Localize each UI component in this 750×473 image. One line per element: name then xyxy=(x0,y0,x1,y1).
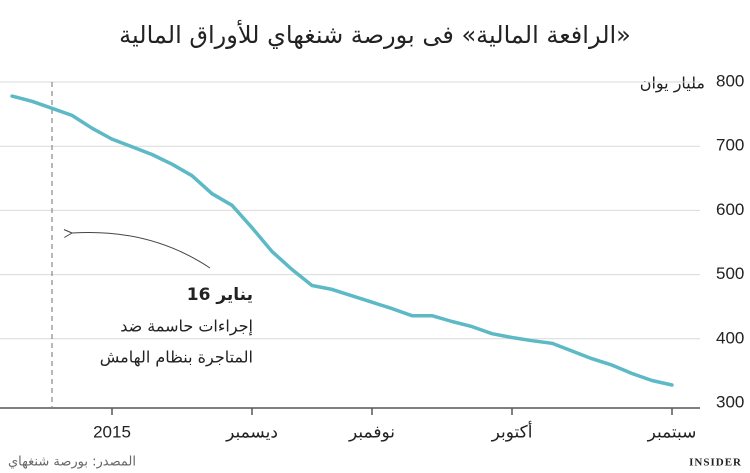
annotation-text: المتاجرة بنظام الهامش xyxy=(100,348,253,368)
brand: INSIDER xyxy=(689,457,742,469)
x-tick-label: أكتوبر xyxy=(491,420,533,442)
x-tick-label: 2015 xyxy=(93,422,131,441)
y-tick-label: 400 xyxy=(716,328,744,347)
y-axis-label: مليار يوان xyxy=(640,74,705,94)
data-line xyxy=(10,94,674,387)
x-tick-label: سبتمبر xyxy=(647,422,697,442)
annotation-arrow xyxy=(72,232,211,269)
y-tick-label: 800 xyxy=(716,71,744,90)
y-tick-label: 300 xyxy=(716,392,744,411)
chart-title: «الرافعة المالية» فى بورصة شنغهاي للأورا… xyxy=(119,20,631,49)
y-tick-label: 500 xyxy=(716,264,744,283)
annotation-date: 16 يناير xyxy=(187,285,253,305)
source: المصدر: بورصة شنغهاي xyxy=(8,455,136,470)
x-tick-label: ديسمبر xyxy=(225,422,278,442)
x-tick-label: نوفمبر xyxy=(348,422,395,442)
y-tick-label: 600 xyxy=(716,200,744,219)
annotation-text: إجراءات حاسمة ضد xyxy=(120,317,253,337)
y-tick-label: 700 xyxy=(716,136,744,155)
